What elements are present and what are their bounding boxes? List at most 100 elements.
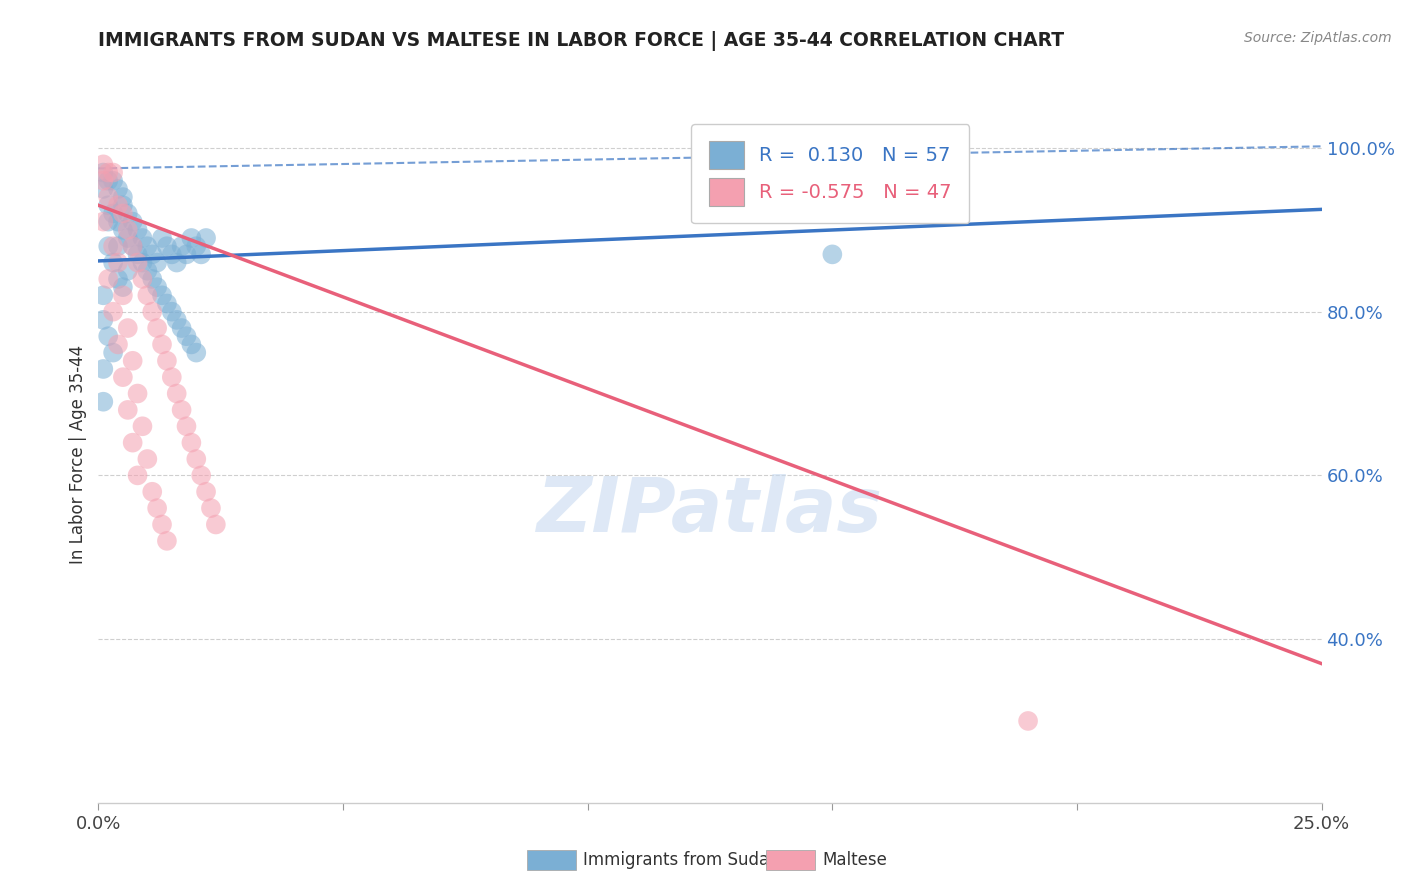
Point [131,255,153,269]
Point [91,157,114,171]
Text: Source: ZipAtlas.com: Source: ZipAtlas.com [1244,31,1392,45]
Point [101,165,124,179]
Point [91,174,114,188]
Point [111,223,134,237]
Point [107,255,129,269]
Point [111,288,134,302]
Point [117,223,139,237]
Point [107,198,129,212]
Point [117,403,139,417]
Point [150,517,173,532]
Point [146,321,169,335]
Point [146,255,169,269]
Point [166,386,188,401]
Point [101,345,124,359]
Point [1017,714,1039,728]
Point [91,165,114,179]
Point [117,264,139,278]
Point [176,247,198,261]
Point [170,321,193,335]
Point [160,370,183,384]
Point [136,264,159,278]
Point [127,386,149,401]
Point [97,214,120,228]
Point [91,394,114,409]
Point [150,337,173,351]
Point [200,501,222,516]
Point [180,231,202,245]
Text: Maltese: Maltese [823,851,887,869]
Point [160,247,183,261]
Point [97,329,120,343]
Point [156,353,179,368]
Point [111,280,134,294]
Point [141,247,163,261]
Point [156,296,179,310]
Point [101,255,124,269]
Point [186,452,208,467]
Point [186,345,208,359]
Point [111,198,134,212]
Point [136,239,159,253]
Point [101,239,124,253]
Point [146,501,169,516]
Point [176,419,198,434]
Point [127,468,149,483]
Point [170,239,193,253]
Point [91,362,114,376]
Point [97,190,120,204]
Point [111,206,134,220]
Point [131,419,153,434]
Point [205,517,228,532]
Point [821,247,844,261]
Point [107,272,129,286]
Point [97,239,120,253]
Point [156,239,179,253]
Point [107,239,129,253]
Point [170,403,193,417]
Point [190,247,212,261]
Point [121,239,143,253]
Point [160,304,183,318]
Point [190,468,212,483]
Point [195,484,218,499]
Point [136,452,159,467]
Point [97,272,120,286]
Point [101,206,124,220]
Point [107,182,129,196]
Point [97,165,120,179]
Point [97,174,120,188]
Point [121,214,143,228]
Point [107,337,129,351]
Point [101,174,124,188]
Point [91,182,114,196]
Point [131,272,153,286]
Point [195,231,218,245]
Point [141,484,163,499]
Point [166,255,188,269]
Point [136,288,159,302]
Point [180,337,202,351]
Point [131,231,153,245]
Text: Immigrants from Sudan: Immigrants from Sudan [583,851,780,869]
Point [121,353,143,368]
Point [127,255,149,269]
Text: IMMIGRANTS FROM SUDAN VS MALTESE IN LABOR FORCE | AGE 35-44 CORRELATION CHART: IMMIGRANTS FROM SUDAN VS MALTESE IN LABO… [98,31,1064,51]
Point [166,313,188,327]
Point [111,190,134,204]
Legend: R =  0.130   N = 57, R = -0.575   N = 47: R = 0.130 N = 57, R = -0.575 N = 47 [692,124,969,224]
Point [150,288,173,302]
Point [101,304,124,318]
Point [117,321,139,335]
Point [186,239,208,253]
Point [127,223,149,237]
Point [117,206,139,220]
Point [141,272,163,286]
Point [127,247,149,261]
Point [156,533,179,548]
Text: ZIPatlas: ZIPatlas [537,474,883,548]
Point [91,288,114,302]
Point [97,198,120,212]
Point [117,231,139,245]
Point [146,280,169,294]
